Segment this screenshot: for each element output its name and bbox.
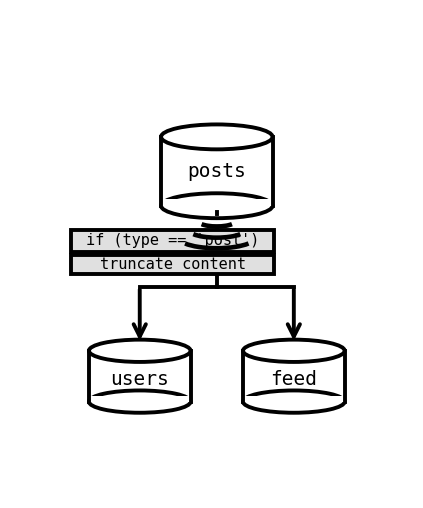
Bar — [243, 396, 345, 402]
Text: feed: feed — [270, 370, 317, 389]
Text: truncate content: truncate content — [99, 257, 245, 272]
Ellipse shape — [89, 340, 190, 362]
Bar — [161, 200, 272, 206]
Ellipse shape — [161, 193, 272, 218]
FancyBboxPatch shape — [71, 230, 274, 251]
Text: if (type == 'post'): if (type == 'post') — [86, 234, 259, 248]
Text: posts: posts — [187, 162, 246, 181]
Bar — [89, 396, 190, 402]
Ellipse shape — [243, 340, 345, 362]
Bar — [89, 351, 190, 402]
FancyBboxPatch shape — [71, 255, 274, 274]
Ellipse shape — [243, 391, 345, 412]
Bar — [243, 351, 345, 402]
Ellipse shape — [161, 124, 272, 149]
Text: users: users — [110, 370, 169, 389]
Bar — [161, 137, 272, 206]
Ellipse shape — [89, 391, 190, 412]
